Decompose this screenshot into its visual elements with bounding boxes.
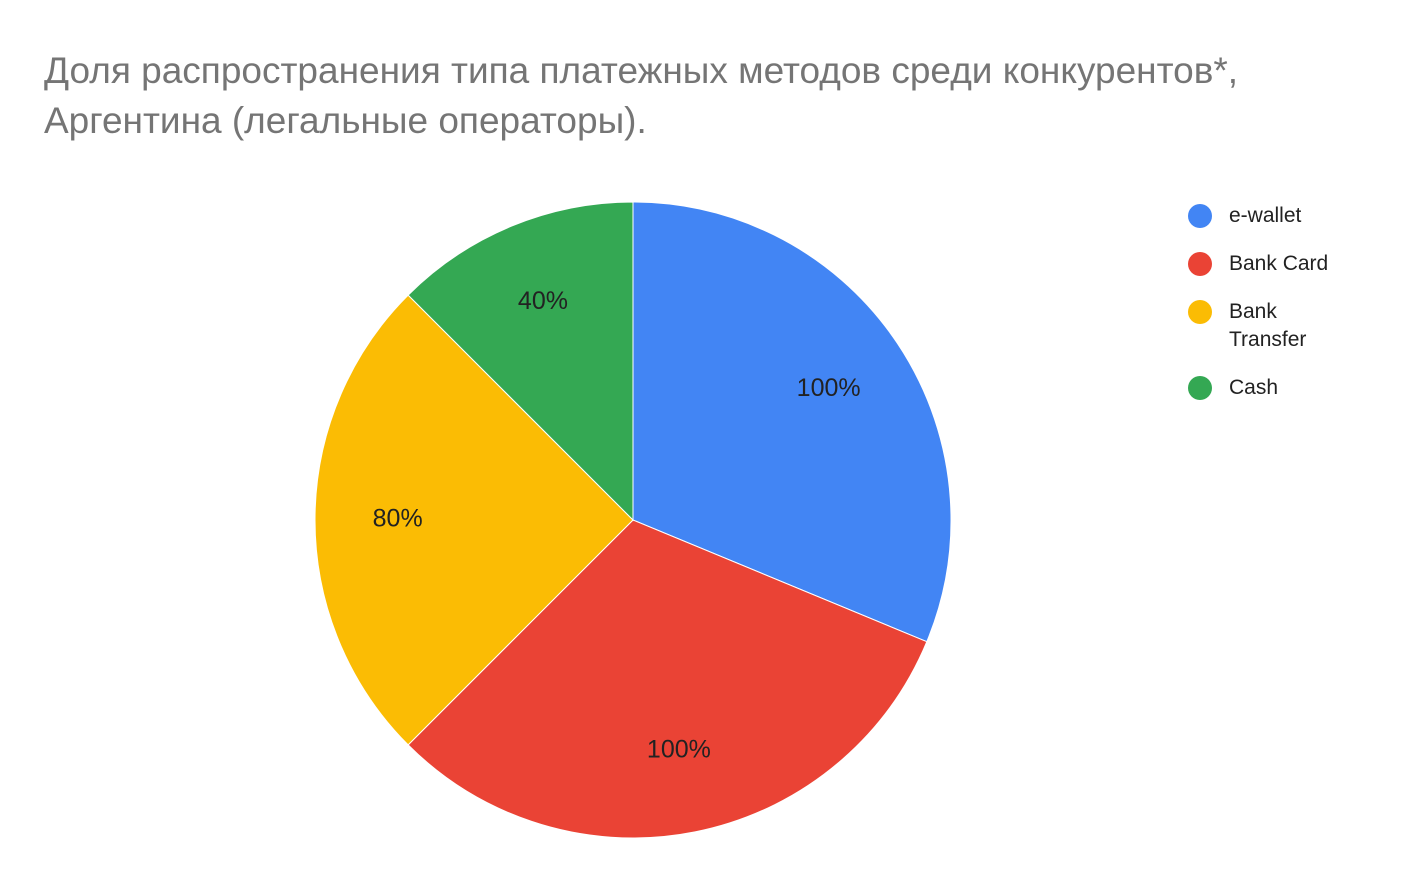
legend-swatch	[1188, 376, 1212, 400]
legend-item: Bank Card	[1188, 250, 1354, 278]
legend-item: e-wallet	[1188, 202, 1354, 230]
legend-label: Bank Transfer	[1229, 300, 1307, 351]
pie-slice	[314, 294, 634, 746]
legend-label: Cash	[1229, 376, 1279, 399]
legend-item: Bank Transfer	[1188, 298, 1354, 354]
chart-title: Доля распространения типа платежных мето…	[44, 50, 1239, 141]
data-label: 40%	[518, 287, 568, 315]
data-label: 100%	[647, 735, 711, 763]
data-label: 100%	[797, 374, 861, 402]
pie-slice	[407, 519, 928, 839]
legend-label: Bank Card	[1229, 252, 1329, 275]
legend-swatch	[1188, 204, 1212, 228]
pie-slice	[407, 201, 634, 522]
legend-item: Cash	[1188, 374, 1354, 402]
legend-swatch	[1188, 252, 1212, 276]
legend-swatch	[1188, 300, 1212, 324]
data-label: 80%	[373, 505, 423, 533]
legend: e-wallet Bank Card Bank Transfer Cash	[1188, 202, 1354, 402]
pie-slice	[632, 201, 952, 643]
legend-label: e-wallet	[1229, 204, 1302, 227]
